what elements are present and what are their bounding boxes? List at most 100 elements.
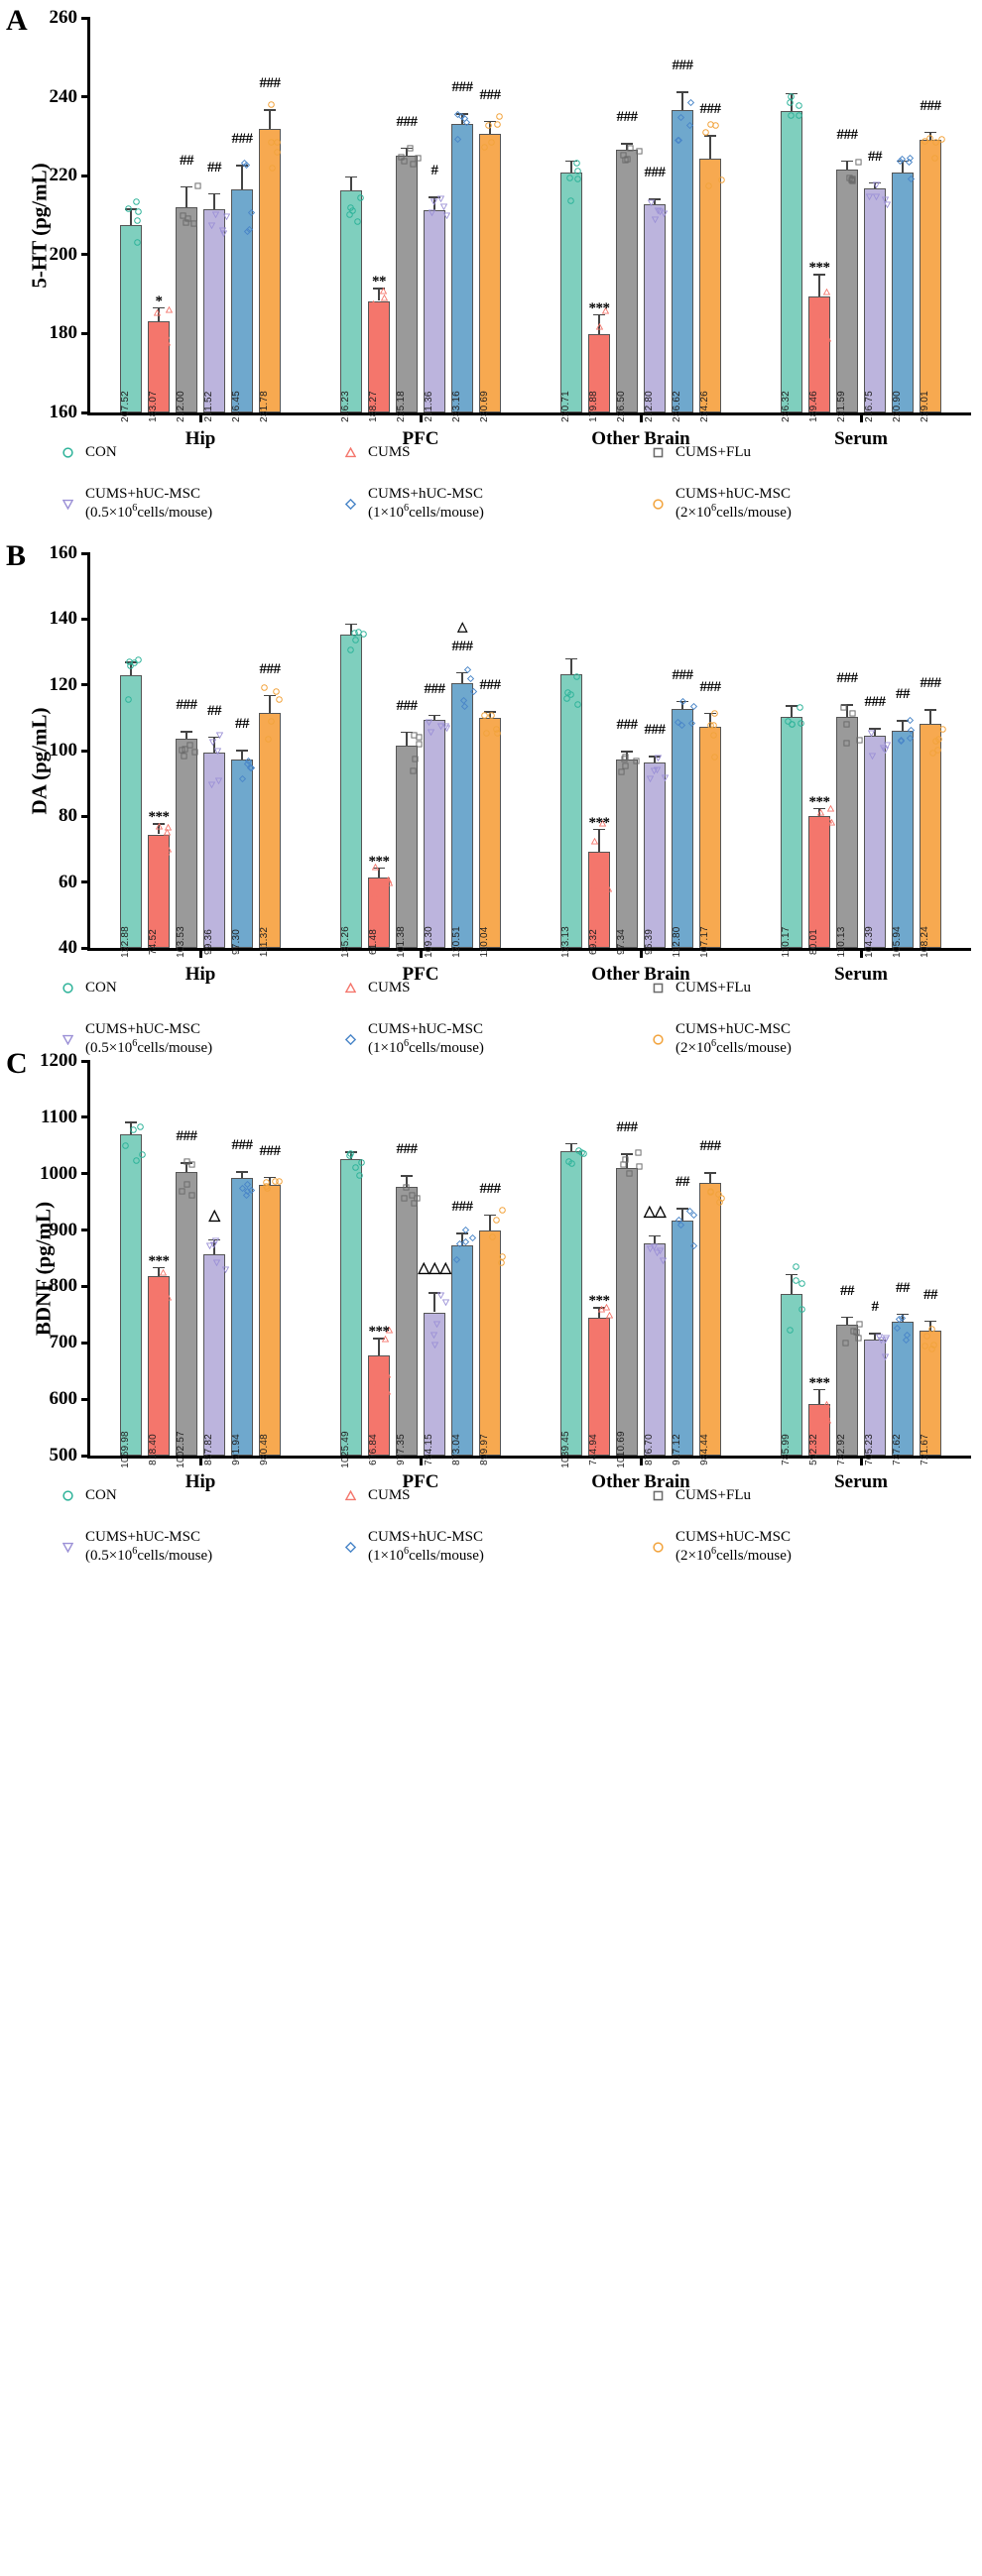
bar: 97.30 xyxy=(231,759,253,955)
error-bar xyxy=(406,731,408,747)
legend-item-5[interactable]: CUMS+hUC-MSC (2×106cells/mouse) xyxy=(650,486,792,523)
error-bar-cap xyxy=(924,1320,936,1323)
error-bar-cap xyxy=(897,720,909,722)
legend-item-3[interactable]: CUMS+hUC-MSC (0.5×106cells/mouse) xyxy=(60,1021,212,1058)
error-bar-cap xyxy=(869,728,881,730)
bar-value-label: 110.13 xyxy=(836,926,847,958)
data-point xyxy=(906,729,915,742)
legend-item-5[interactable]: CUMS+hUC-MSC (2×106cells/mouse) xyxy=(650,1529,792,1566)
bar: 110.04 xyxy=(479,717,501,958)
bar-value-label: 207.52 xyxy=(120,391,131,422)
x-axis-group-label: Hip xyxy=(184,1471,216,1492)
legend-item-3[interactable]: CUMS+hUC-MSC (0.5×106cells/mouse) xyxy=(60,486,212,523)
bar-value-label: 220.71 xyxy=(560,391,571,422)
y-tick-label: 160 xyxy=(49,402,78,422)
significance-marker: ** xyxy=(372,274,387,291)
data-point xyxy=(377,296,386,309)
data-point xyxy=(655,749,663,762)
bar: 120.51 xyxy=(451,682,473,958)
significance-marker: ### xyxy=(644,722,667,739)
data-point xyxy=(247,759,255,772)
data-point xyxy=(356,1166,364,1179)
legend-item-2[interactable]: CUMS+FLu xyxy=(650,444,751,461)
data-point xyxy=(788,715,796,728)
legend-item-2[interactable]: CUMS+FLu xyxy=(650,1487,751,1504)
bar-value-label: 120.51 xyxy=(451,926,462,958)
legend-item-1[interactable]: CUMS xyxy=(342,1487,411,1504)
legend-item-4[interactable]: CUMS+hUC-MSC (1×106cells/mouse) xyxy=(342,486,484,523)
bar-value-label: 212.80 xyxy=(644,391,655,422)
data-point xyxy=(689,1236,698,1249)
bar: 135.26 xyxy=(340,635,362,958)
data-point xyxy=(702,123,710,137)
legend-item-0[interactable]: CON xyxy=(60,1487,117,1504)
data-point xyxy=(856,731,863,744)
legend-item-0[interactable]: CON xyxy=(60,980,117,996)
y-tick-label: 160 xyxy=(49,542,78,563)
error-bar-cap xyxy=(345,1151,357,1153)
bar-value-label: 230.69 xyxy=(479,391,490,422)
bar-value-label: 1002.57 xyxy=(176,1431,186,1468)
legend-label: CUMS+hUC-MSC (2×106cells/mouse) xyxy=(675,486,792,522)
error-bar-cap xyxy=(649,1234,661,1237)
error-bar xyxy=(929,131,931,141)
bar-value-label: 224.26 xyxy=(699,391,710,422)
data-point xyxy=(705,176,712,189)
data-point xyxy=(133,192,141,206)
data-point xyxy=(216,726,224,740)
data-point xyxy=(602,356,610,369)
data-point xyxy=(788,106,795,119)
data-point xyxy=(798,1300,805,1313)
legend-item-1[interactable]: CUMS xyxy=(342,444,411,461)
significance-marker: ### xyxy=(836,126,859,143)
data-point xyxy=(659,1251,667,1265)
data-point xyxy=(350,624,358,637)
data-point xyxy=(565,1152,573,1166)
error-bar xyxy=(626,1153,628,1168)
legend-item-4[interactable]: CUMS+hUC-MSC (1×106cells/mouse) xyxy=(342,1021,484,1058)
bar: 977.35 xyxy=(396,1186,418,1465)
data-point xyxy=(656,202,665,216)
data-point xyxy=(601,1318,609,1331)
data-point xyxy=(121,1136,129,1149)
y-tick-label: 500 xyxy=(49,1445,78,1465)
error-bar xyxy=(929,709,931,724)
data-point xyxy=(481,706,488,720)
x-tick xyxy=(419,948,423,958)
legend-item-3[interactable]: CUMS+hUC-MSC (0.5×106cells/mouse) xyxy=(60,1529,212,1566)
legend-item-0[interactable]: CON xyxy=(60,444,117,461)
y-tick-label: 120 xyxy=(49,673,78,695)
data-point xyxy=(494,115,501,128)
data-point xyxy=(873,187,881,201)
error-bar xyxy=(598,828,600,852)
error-bar xyxy=(378,867,380,878)
data-point xyxy=(597,1300,605,1313)
data-point xyxy=(212,1231,220,1244)
data-point xyxy=(811,293,820,306)
bar-value-label: 737.62 xyxy=(892,1434,903,1465)
significance-marker: ## xyxy=(896,686,911,703)
significance-marker: *** xyxy=(148,809,171,826)
data-point xyxy=(268,159,276,172)
significance-marker: ### xyxy=(259,75,282,92)
data-point xyxy=(622,748,629,761)
data-point xyxy=(488,133,496,147)
data-point xyxy=(572,667,580,680)
bar-value-label: 1025.49 xyxy=(340,1431,351,1468)
significance-marker: ## xyxy=(923,1286,938,1303)
legend-item-5[interactable]: CUMS+hUC-MSC (2×106cells/mouse) xyxy=(650,1021,792,1058)
data-point xyxy=(222,207,231,221)
data-point xyxy=(265,730,272,743)
significance-marker: ### xyxy=(920,675,942,692)
plot-area-c: 500 600 700 800 900 1000 1100 1200 Hip 1069.98 818… xyxy=(40,1050,971,1492)
x-axis-group-label: Other Brain xyxy=(591,428,690,449)
significance-marker: ### xyxy=(259,1142,282,1159)
legend-item-4[interactable]: CUMS+hUC-MSC (1×106cells/mouse) xyxy=(342,1529,484,1566)
legend-item-1[interactable]: CUMS xyxy=(342,980,411,996)
data-point xyxy=(347,641,354,653)
data-point xyxy=(215,771,223,785)
bar-value-label: 212.00 xyxy=(176,391,186,422)
data-point xyxy=(380,289,389,301)
error-bar-cap xyxy=(813,1388,825,1391)
legend-item-2[interactable]: CUMS+FLu xyxy=(650,980,751,996)
